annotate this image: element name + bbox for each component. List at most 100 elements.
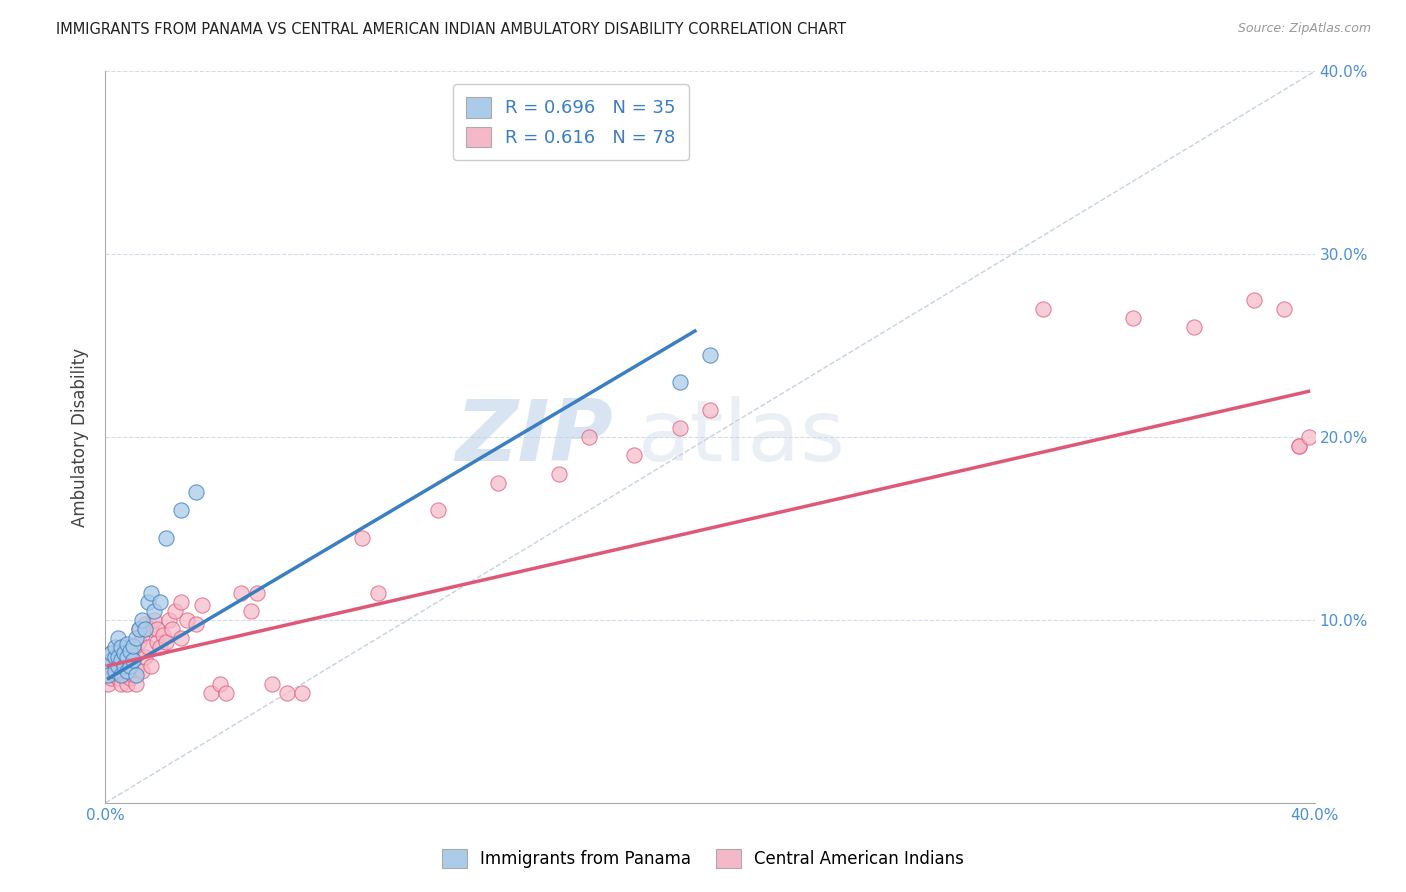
Point	[246, 585, 269, 599]
Point	[134, 622, 156, 636]
Point	[115, 664, 138, 678]
Point	[115, 653, 138, 667]
Point	[118, 658, 141, 673]
Legend: Immigrants from Panama, Central American Indians: Immigrants from Panama, Central American…	[434, 843, 972, 875]
Point	[110, 677, 132, 691]
Point	[107, 632, 129, 646]
Point	[170, 632, 193, 646]
Point	[115, 664, 138, 678]
Point	[160, 622, 183, 636]
Point	[115, 677, 138, 691]
Point	[115, 649, 138, 664]
Point	[142, 604, 165, 618]
Point	[118, 672, 141, 686]
Text: IMMIGRANTS FROM PANAMA VS CENTRAL AMERICAN INDIAN AMBULATORY DISABILITY CORRELAT: IMMIGRANTS FROM PANAMA VS CENTRAL AMERIC…	[56, 22, 846, 37]
Point	[125, 667, 148, 681]
Point	[115, 640, 138, 655]
Point	[548, 467, 571, 481]
Point	[107, 646, 129, 660]
Point	[125, 646, 148, 660]
Point	[100, 653, 122, 667]
Point	[131, 613, 153, 627]
Point	[112, 658, 135, 673]
Point	[107, 653, 129, 667]
Point	[112, 667, 135, 681]
Point	[139, 658, 162, 673]
Point	[1182, 320, 1205, 334]
Point	[366, 585, 388, 599]
Point	[97, 658, 120, 673]
Point	[1298, 430, 1320, 444]
Text: atlas: atlas	[637, 395, 845, 479]
Point	[115, 637, 138, 651]
Point	[176, 613, 198, 627]
Point	[139, 622, 162, 636]
Point	[103, 664, 125, 678]
Point	[134, 616, 156, 631]
Point	[121, 639, 143, 653]
Point	[1274, 301, 1296, 317]
Point	[125, 677, 148, 691]
Point	[669, 376, 692, 390]
Point	[128, 635, 150, 649]
Point	[97, 677, 120, 691]
Legend: R = 0.696   N = 35, R = 0.616   N = 78: R = 0.696 N = 35, R = 0.616 N = 78	[453, 84, 689, 160]
Point	[142, 613, 165, 627]
Point	[170, 594, 193, 608]
Point	[186, 616, 208, 631]
Point	[1288, 439, 1310, 453]
Point	[110, 640, 132, 655]
Point	[163, 604, 186, 618]
Point	[488, 475, 510, 490]
Point	[215, 686, 238, 700]
Point	[352, 531, 374, 545]
Point	[191, 599, 214, 613]
Point	[128, 622, 150, 636]
Point	[118, 658, 141, 673]
Point	[103, 649, 125, 664]
Point	[131, 664, 153, 678]
Point	[136, 594, 159, 608]
Point	[155, 531, 177, 545]
Point	[121, 653, 143, 667]
Point	[107, 672, 129, 686]
Point	[110, 667, 132, 681]
Point	[146, 622, 169, 636]
Point	[276, 686, 298, 700]
Point	[699, 402, 721, 417]
Point	[103, 640, 125, 655]
Point	[200, 686, 222, 700]
Point	[100, 646, 122, 660]
Point	[139, 585, 162, 599]
Point	[128, 622, 150, 636]
Point	[100, 658, 122, 673]
Point	[623, 449, 645, 463]
Point	[118, 644, 141, 658]
Point	[110, 653, 132, 667]
Point	[110, 649, 132, 664]
Point	[231, 585, 253, 599]
Point	[152, 627, 174, 641]
Point	[1288, 439, 1310, 453]
Point	[136, 640, 159, 655]
Point	[146, 635, 169, 649]
Point	[103, 667, 125, 681]
Point	[149, 640, 172, 655]
Point	[100, 672, 122, 686]
Point	[125, 632, 148, 646]
Text: Source: ZipAtlas.com: Source: ZipAtlas.com	[1237, 22, 1371, 36]
Point	[1243, 293, 1265, 307]
Point	[155, 635, 177, 649]
Point	[121, 667, 143, 681]
Point	[112, 646, 135, 660]
Point	[260, 677, 283, 691]
Point	[110, 664, 132, 678]
Point	[121, 653, 143, 667]
Point	[1122, 311, 1144, 326]
Point	[97, 667, 120, 681]
Point	[186, 485, 208, 500]
Point	[578, 430, 600, 444]
Point	[170, 503, 193, 517]
Point	[107, 658, 129, 673]
Point	[107, 649, 129, 664]
